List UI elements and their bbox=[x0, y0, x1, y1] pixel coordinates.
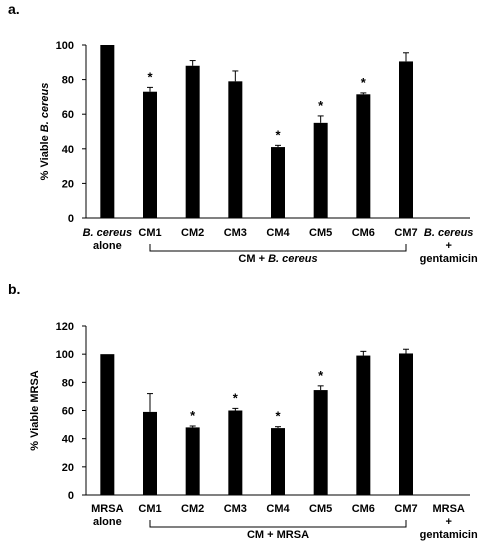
group-bracket bbox=[149, 520, 407, 528]
bar bbox=[356, 94, 371, 218]
x-tick-label: CM1 bbox=[138, 503, 161, 515]
x-tick-label: B. cereus alone bbox=[83, 227, 133, 252]
x-tick-label-line: gentamicin bbox=[420, 529, 478, 541]
x-tick-label-line: CM4 bbox=[266, 227, 290, 239]
y-axis-label-part: % Viable bbox=[39, 132, 51, 180]
x-tick-label-line: MRSA bbox=[432, 503, 464, 515]
significance-star: * bbox=[233, 390, 239, 405]
y-tick-label: 120 bbox=[56, 321, 74, 333]
x-tick-label: CM2 bbox=[181, 503, 204, 515]
x-tick-label-line: B. cereus bbox=[424, 227, 474, 239]
x-tick-label: CM7 bbox=[394, 227, 417, 239]
y-tick-label: 80 bbox=[62, 377, 74, 389]
x-tick-label: CM5 bbox=[309, 503, 332, 515]
y-axis-label-part: % Viable MRSA bbox=[29, 370, 41, 451]
x-tick-label: MRSA alone bbox=[91, 503, 123, 528]
bar bbox=[143, 91, 157, 218]
bar bbox=[313, 390, 328, 495]
x-tick-label-line: CM5 bbox=[309, 503, 332, 515]
x-tick-label: CM3 bbox=[224, 503, 247, 515]
x-tick-label-line: CM6 bbox=[352, 503, 375, 515]
x-tick-label: CM4 bbox=[266, 227, 290, 239]
significance-star: * bbox=[190, 408, 196, 423]
y-axis-label: % Viable B. cereus bbox=[39, 83, 51, 181]
group-label-part: CM + bbox=[238, 253, 268, 265]
bar bbox=[356, 355, 371, 495]
y-tick-label: 60 bbox=[62, 406, 74, 418]
panel-a: a. 0 20 40 60 80 100 % Viable B. cereus * * * * B. c… bbox=[8, 1, 478, 265]
bar bbox=[271, 428, 285, 495]
x-tick-label: CM3 bbox=[224, 227, 247, 239]
x-tick-label-line: alone bbox=[93, 516, 122, 528]
y-tick-label: 40 bbox=[62, 434, 74, 446]
panel-label: a. bbox=[8, 1, 20, 17]
y-axis-label-part: B. cereus bbox=[39, 83, 51, 133]
y-tick-label: 100 bbox=[56, 349, 74, 361]
x-tick-label: CM6 bbox=[352, 227, 375, 239]
x-tick-label-line: CM3 bbox=[224, 227, 247, 239]
x-tick-label-line: CM7 bbox=[394, 227, 417, 239]
group-label: CM + B. cereus bbox=[238, 253, 317, 265]
group-label-part: CM + MRSA bbox=[247, 529, 309, 541]
bar bbox=[228, 410, 243, 495]
bar bbox=[399, 353, 413, 495]
x-tick-label-line: alone bbox=[93, 240, 122, 252]
x-tick-label: CM6 bbox=[352, 503, 375, 515]
x-tick-label: B. cereus + gentamicin bbox=[420, 227, 478, 265]
bar bbox=[100, 354, 115, 495]
significance-star: * bbox=[275, 409, 281, 424]
significance-star: * bbox=[275, 127, 281, 142]
x-tick-label-line: + bbox=[445, 240, 451, 252]
group-label: CM + MRSA bbox=[247, 529, 309, 541]
x-tick-label: CM7 bbox=[394, 503, 417, 515]
y-tick-label: 60 bbox=[62, 109, 74, 121]
y-tick-label: 0 bbox=[68, 213, 74, 225]
x-tick-label-line: CM2 bbox=[181, 227, 204, 239]
bar bbox=[185, 65, 200, 218]
x-tick-label-line: B. cereus bbox=[83, 227, 133, 239]
x-tick-label-line: + bbox=[445, 516, 451, 528]
y-tick-label: 0 bbox=[68, 490, 74, 502]
y-axis-label: % Viable MRSA bbox=[29, 370, 41, 451]
y-tick-label: 20 bbox=[62, 178, 74, 190]
x-tick-label-line: CM3 bbox=[224, 503, 247, 515]
bar bbox=[100, 45, 115, 218]
x-tick-label-line: CM4 bbox=[266, 503, 290, 515]
x-tick-label-line: gentamicin bbox=[420, 253, 478, 265]
x-tick-label-line: CM7 bbox=[394, 503, 417, 515]
x-tick-label-line: CM6 bbox=[352, 227, 375, 239]
significance-star: * bbox=[318, 368, 324, 383]
x-tick-label: CM2 bbox=[181, 227, 204, 239]
x-tick-label: CM4 bbox=[266, 503, 290, 515]
x-tick-label: CM1 bbox=[138, 227, 161, 239]
x-tick-label-line: CM1 bbox=[138, 503, 161, 515]
bar bbox=[313, 122, 328, 218]
y-tick-label: 40 bbox=[62, 144, 74, 156]
y-tick-label: 100 bbox=[56, 40, 74, 52]
significance-star: * bbox=[318, 98, 324, 113]
y-tick-label: 20 bbox=[62, 462, 74, 474]
x-tick-label-line: CM2 bbox=[181, 503, 204, 515]
x-tick-label-line: CM5 bbox=[309, 227, 332, 239]
panel-label: b. bbox=[8, 281, 20, 297]
bar bbox=[228, 81, 243, 218]
x-tick-label: MRSA + gentamicin bbox=[420, 503, 478, 541]
bar bbox=[143, 411, 157, 495]
group-label-part: B. cereus bbox=[268, 253, 318, 265]
bar bbox=[185, 427, 200, 495]
x-tick-label-line: CM1 bbox=[138, 227, 161, 239]
group-bracket bbox=[149, 244, 407, 252]
y-tick-label: 80 bbox=[62, 75, 74, 87]
significance-star: * bbox=[361, 75, 367, 90]
x-tick-label-line: MRSA bbox=[91, 503, 123, 515]
bar bbox=[399, 61, 413, 219]
bar bbox=[271, 147, 285, 218]
significance-star: * bbox=[147, 69, 153, 84]
x-tick-label: CM5 bbox=[309, 227, 332, 239]
